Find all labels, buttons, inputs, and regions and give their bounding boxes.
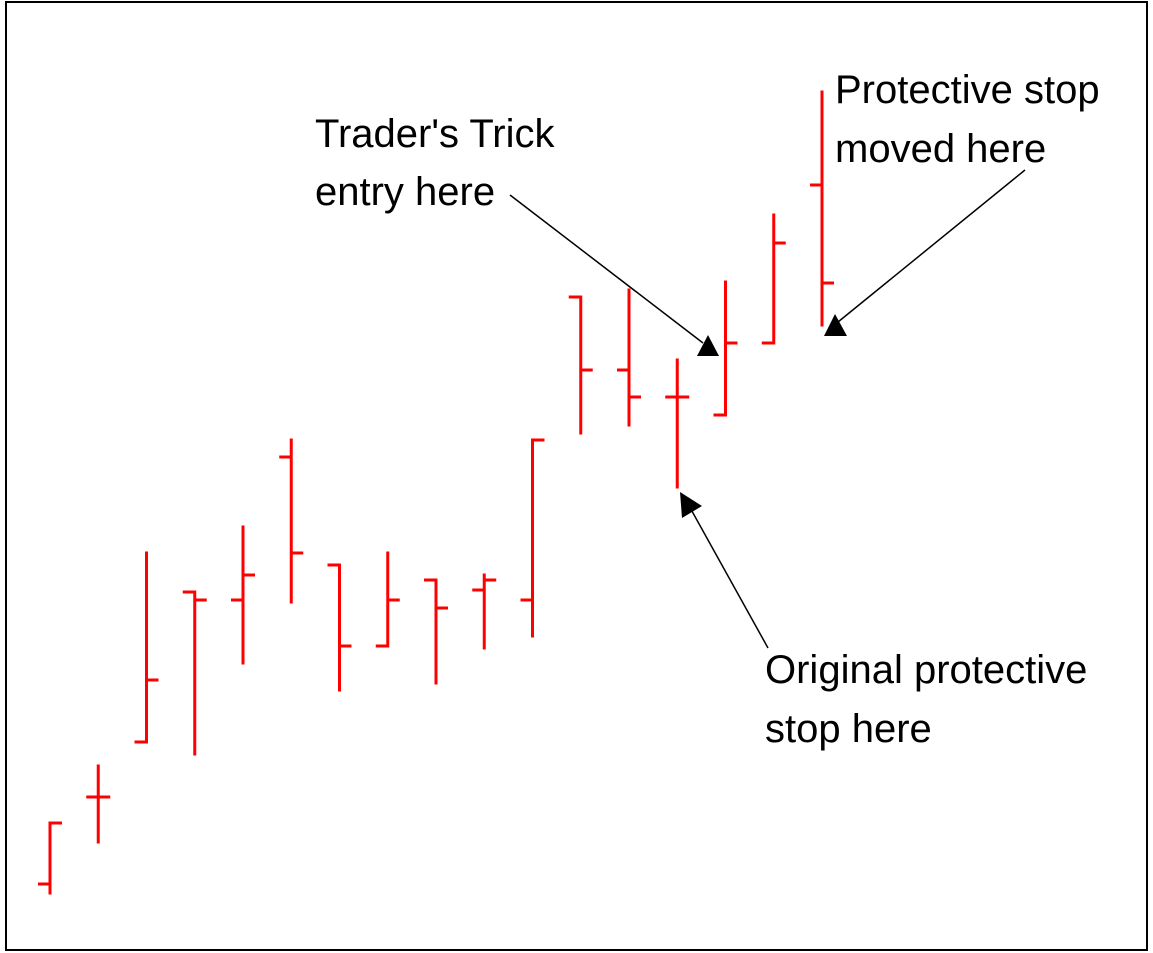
annotation: moved here (835, 127, 1046, 171)
arrow-line (687, 503, 769, 649)
frame (5, 1, 1148, 951)
annotation: Trader's Trick (315, 112, 556, 156)
arrow-line (509, 194, 704, 344)
arrow-head (697, 335, 719, 356)
annotation: Original protective (765, 648, 1087, 692)
annotation: Protective stop (835, 68, 1100, 112)
annotation: stop here (765, 707, 932, 751)
arrows (509, 169, 1026, 649)
arrow-head (680, 492, 702, 518)
arrow-line (837, 169, 1026, 323)
arrow-head (824, 314, 847, 336)
annotation: entry here (315, 170, 495, 214)
